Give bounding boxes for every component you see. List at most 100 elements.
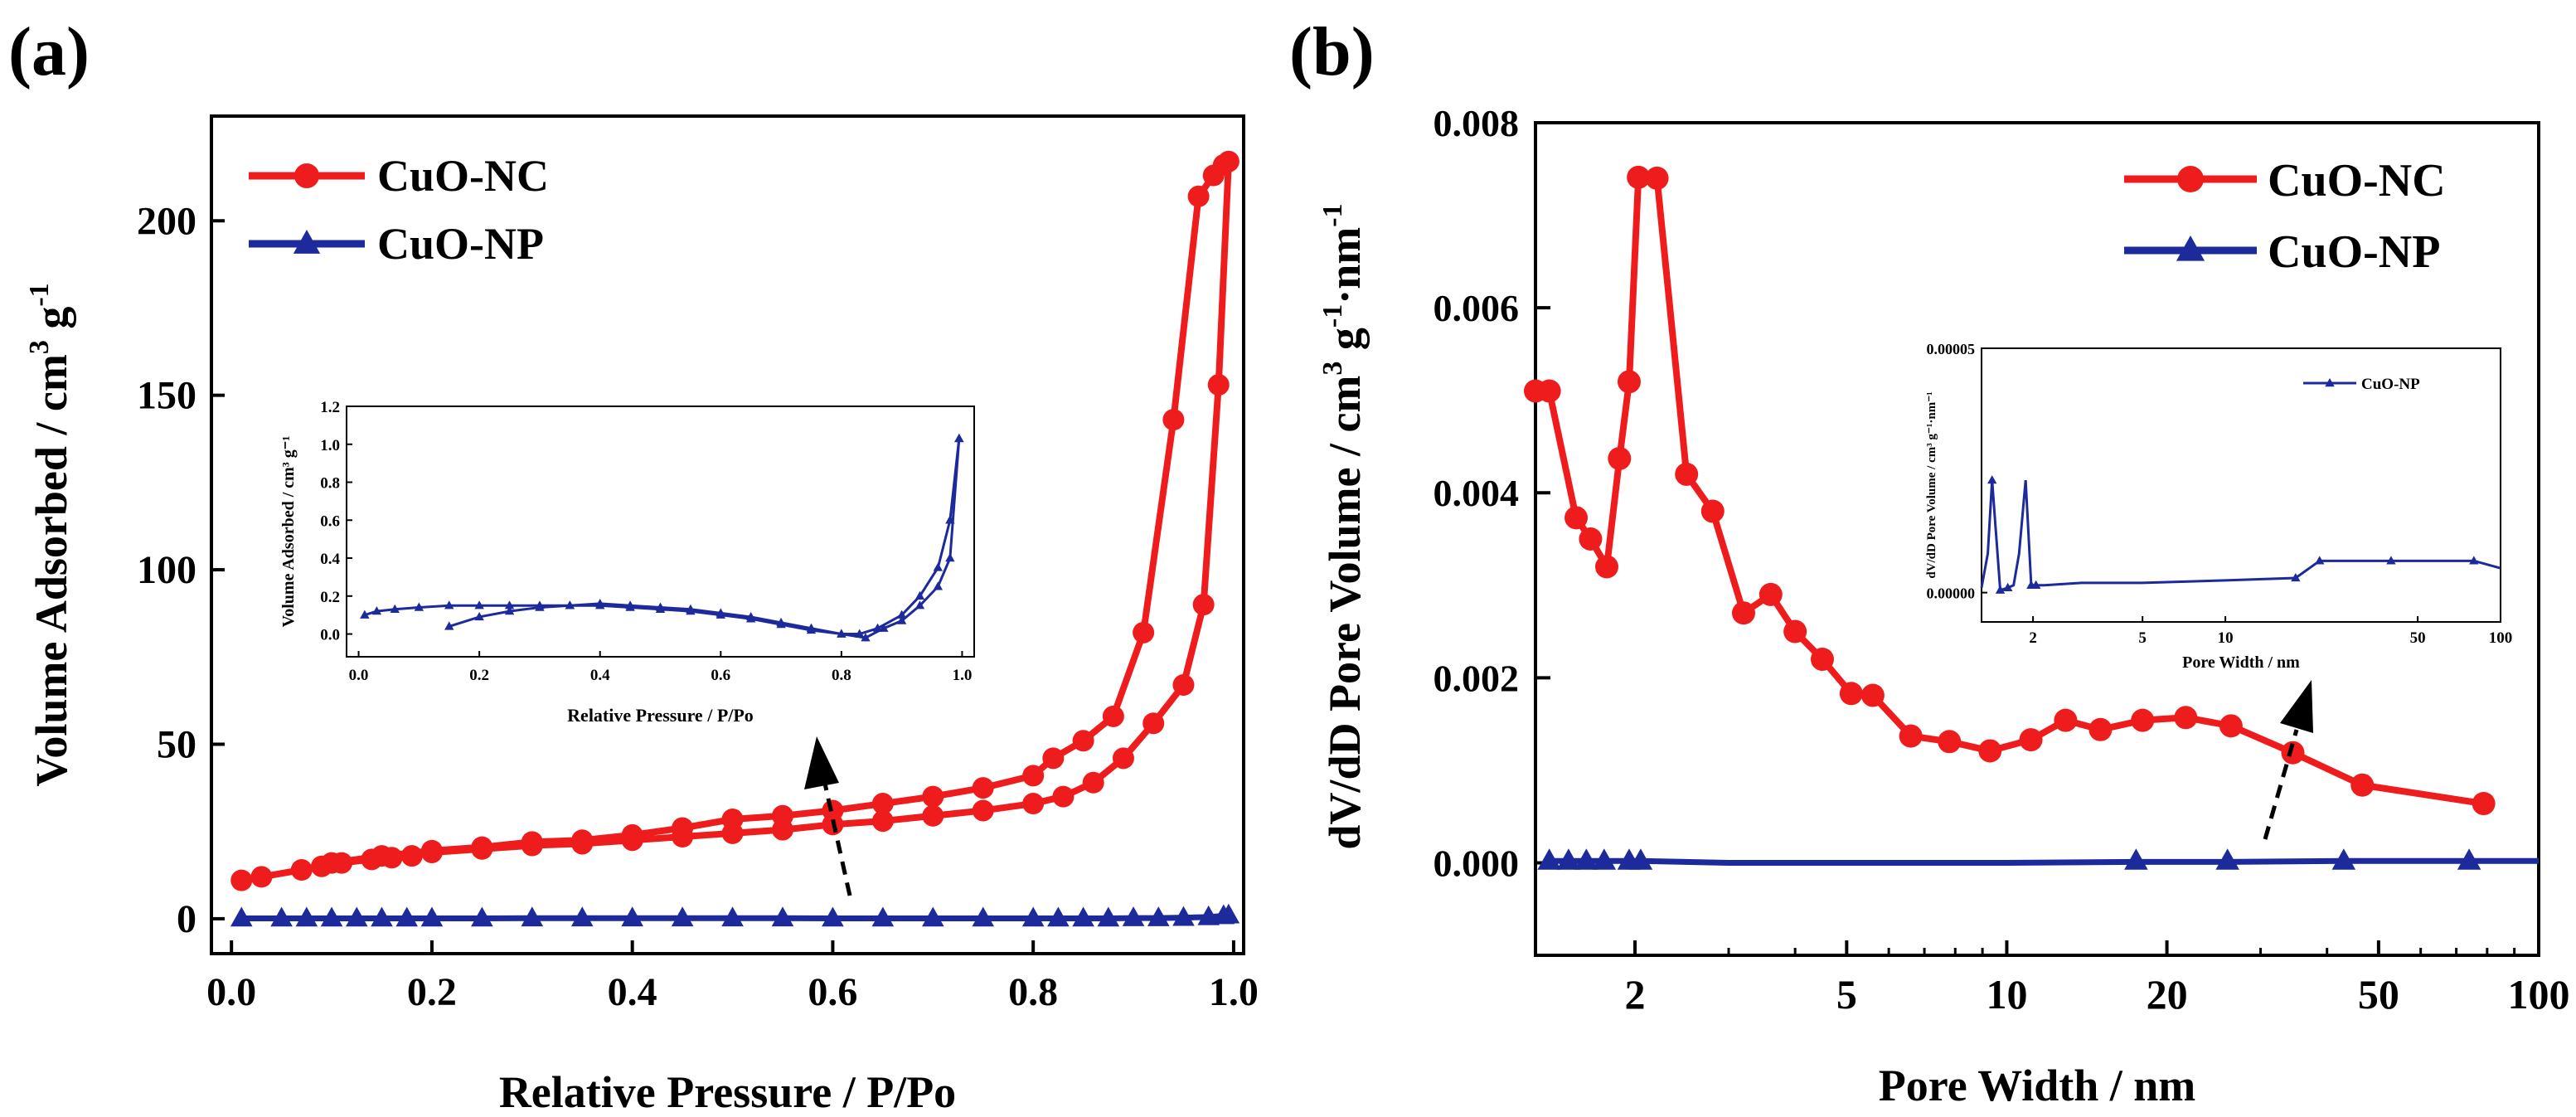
inset-data-point-a	[837, 629, 847, 638]
data-point-cuo-np-a	[1122, 906, 1145, 926]
data-point-cuo-nc-b	[2174, 706, 2198, 730]
inset-data-point-a	[474, 611, 484, 621]
series-line-cuo-np-b	[1549, 857, 2539, 866]
data-point-cuo-np-a	[1072, 906, 1094, 927]
inset-data-point-a	[933, 562, 944, 571]
y-axis-title-a-sup: 3	[24, 340, 55, 354]
data-point-cuo-nc-b	[2088, 717, 2113, 741]
data-point-cuo-np-a	[230, 906, 253, 927]
inset-data-point-a	[945, 553, 955, 562]
inset-data-point-a	[896, 609, 907, 619]
data-point-cuo-np-a	[621, 906, 643, 927]
data-point-cuo-nc-a	[1172, 673, 1195, 696]
y-axis-title-b-sup3: -1	[1317, 203, 1348, 226]
legend-marker-cuo-np-a	[293, 230, 321, 254]
data-point-cuo-nc-b	[1579, 527, 1603, 551]
y-axis-title-a-sup2: -1	[24, 283, 55, 306]
data-point-cuo-nc-b	[2131, 708, 2155, 732]
inset-x-tick-label-b: 10	[2218, 629, 2234, 647]
data-point-cuo-nc-a	[972, 777, 994, 799]
data-point-cuo-np-a	[1047, 906, 1070, 927]
data-point-cuo-nc-a	[1102, 705, 1124, 727]
x-tick-label-b: 2	[1625, 971, 1646, 1017]
inset-x-tick-label-b: 2	[2029, 629, 2037, 647]
data-point-cuo-nc-b	[1731, 601, 1755, 625]
data-point-cuo-nc-a	[1112, 747, 1134, 770]
plot-frame-a	[210, 114, 1245, 955]
data-point-cuo-nc-b	[1675, 462, 1699, 486]
data-point-cuo-nc-b	[1839, 682, 1863, 706]
data-point-cuo-nc-a	[1052, 785, 1075, 808]
inset-data-point-a	[535, 602, 545, 611]
inset-x-tick-label-b: 50	[2410, 629, 2426, 647]
legend-b: CuO-NC CuO-NP	[2124, 155, 2446, 278]
inset-frame-b	[1981, 347, 2501, 623]
arrow-head-a	[804, 736, 839, 789]
data-point-cuo-nc-a	[1192, 594, 1215, 616]
inset-data-point-a	[716, 608, 725, 617]
inset-b: 2 5 10 50 100 0.00000 0.00005 Pore Width / nm dV…	[1925, 341, 2512, 672]
data-point-cuo-nc-b	[1608, 446, 1632, 470]
data-point-cuo-np-a	[371, 906, 393, 927]
y-axis-title-a: Volume Adsorbed / cm3 g-1	[24, 283, 76, 786]
data-point-cuo-np-a	[822, 906, 844, 927]
data-point-cuo-nc-a	[922, 804, 944, 827]
data-point-cuo-np-a	[671, 906, 694, 927]
data-point-cuo-nc-a	[1187, 185, 1210, 207]
inset-data-point-a	[745, 611, 756, 621]
x-tick-label-a: 1.0	[1209, 970, 1259, 1014]
series-line-cuo-nc-a	[240, 158, 1232, 884]
y-tick-label-a: 200	[137, 199, 196, 243]
data-point-cuo-np-b	[1537, 848, 1561, 870]
data-point-cuo-nc-b	[2472, 792, 2496, 816]
data-point-cuo-nc-b	[1627, 165, 1651, 189]
inset-x-tick-label-a: 0.8	[832, 667, 851, 684]
data-point-cuo-np-b	[1574, 848, 1598, 870]
data-point-cuo-nc-a	[400, 845, 423, 867]
data-point-cuo-np-a	[1097, 906, 1120, 927]
data-point-cuo-np-a	[1021, 906, 1045, 927]
inset-legend-label-b: CuO-NP	[2361, 376, 2420, 393]
inset-data-point-a	[806, 623, 817, 632]
data-point-cuo-np-a	[1147, 906, 1170, 926]
inset-x-tick-label-b: 100	[2489, 629, 2513, 647]
inset-y-axis-title-b: dV/dD Pore Volume / cm³ g⁻¹·nm⁻¹	[1925, 391, 1938, 578]
inset-data-point-a	[595, 598, 605, 608]
x-tick-label-b: 50	[2358, 971, 2399, 1017]
y-tick-label-b: 0.006	[1434, 287, 1520, 329]
inset-data-point-b	[1995, 585, 2006, 594]
inset-y-tick-label-a: 1.0	[320, 437, 340, 454]
data-point-cuo-nc-b	[2281, 741, 2305, 765]
plot-frame-b	[1534, 121, 2540, 957]
legend-a: CuO-NC CuO-NP	[249, 151, 549, 269]
inset-x-tick-label-a: 0.0	[349, 667, 369, 684]
data-point-cuo-nc-b	[1978, 739, 2002, 763]
inset-data-point-a	[390, 604, 400, 614]
legend-label-cuo-nc-b: CuO-NC	[2268, 155, 2446, 206]
y-tick-label-b: 0.002	[1434, 657, 1520, 699]
inset-data-point-a	[686, 604, 696, 614]
data-point-cuo-nc-a	[1042, 747, 1065, 770]
y-axis-title-b-main: dV/dD Pore Volume / cm	[1320, 376, 1370, 850]
data-point-cuo-nc-a	[1082, 771, 1104, 794]
data-point-cuo-nc-a	[1022, 765, 1045, 787]
data-point-cuo-np-a	[270, 906, 293, 927]
inset-y-axis-title-a: Volume Adsorbed / cm³ g⁻¹	[279, 436, 298, 628]
data-point-cuo-nc-b	[1617, 370, 1641, 394]
x-tick-label-a: 0.6	[808, 970, 857, 1014]
data-point-cuo-nc-b	[1810, 648, 1834, 672]
data-point-cuo-nc-b	[2350, 773, 2375, 797]
x-tick-label-a: 0.2	[407, 970, 457, 1014]
data-point-cuo-np-a	[921, 906, 944, 927]
inset-data-point-b	[2030, 580, 2041, 590]
data-point-cuo-nc-a	[771, 804, 793, 827]
data-point-cuo-nc-a	[321, 852, 343, 874]
x-tick-label-b: 100	[2508, 971, 2570, 1017]
data-point-cuo-nc-a	[1142, 712, 1165, 735]
inset-x-tick-label-a: 0.2	[469, 667, 489, 684]
inset-data-point-a	[625, 600, 635, 609]
inset-y-tick-label-a: 0.8	[320, 475, 340, 493]
data-point-cuo-nc-b	[2019, 728, 2043, 752]
inset-data-point-a	[444, 600, 454, 609]
data-point-cuo-nc-a	[230, 869, 253, 891]
